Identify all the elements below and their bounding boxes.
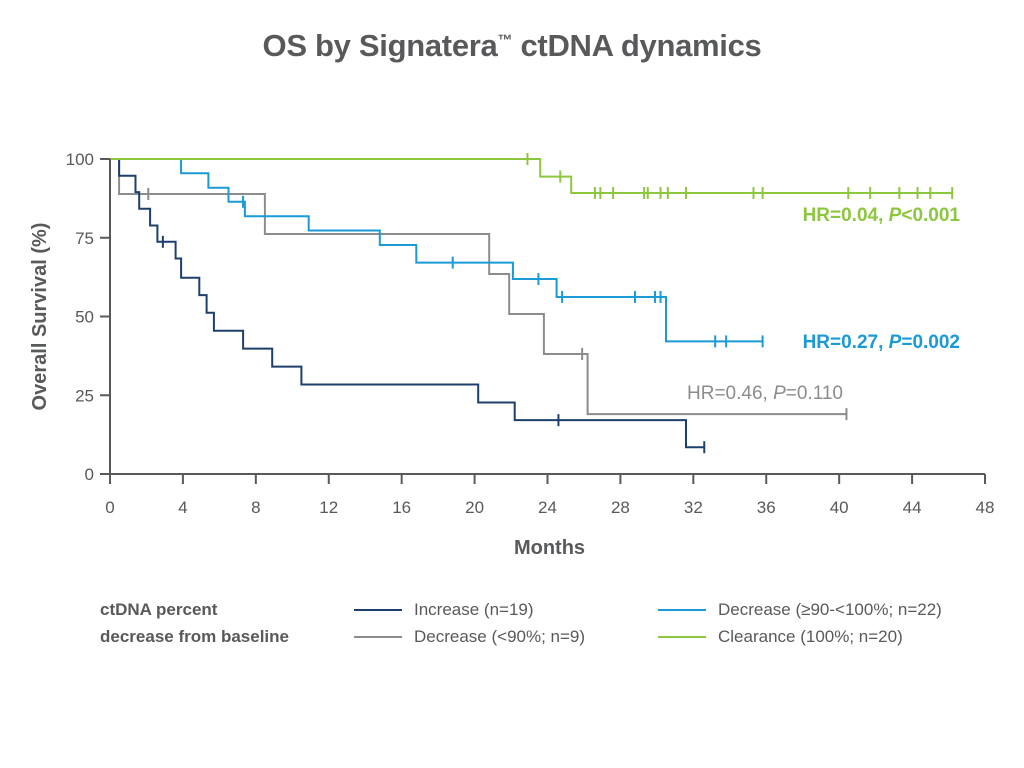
legend-title-line-2: decrease from baseline [100,627,289,646]
x-tick-label: 44 [903,498,922,517]
y-tick-label: 0 [85,465,94,484]
trademark-mark: ™ [497,32,513,49]
hr-label-decrease-lt90: HR=0.46, P=0.110 [687,383,843,404]
y-tick-label: 100 [66,150,94,169]
legend-title: ctDNA percent decrease from baseline [100,596,289,650]
annotations: HR=0.04, P<0.001 HR=0.27, P=0.002 HR=0.46,… [687,205,960,404]
legend-swatch-decrease-lt90 [354,636,402,638]
legend-label-decrease-ge90: Decrease (≥90-<100%; n=22) [718,600,942,619]
x-tick-label: 24 [538,498,557,517]
y-tick-label: 50 [75,308,94,327]
y-tick-label: 25 [75,386,94,405]
x-tick-label: 36 [757,498,776,517]
plot-lines [110,153,954,454]
x-axis-label: Months [514,537,585,559]
hr-label-clearance: HR=0.04, P<0.001 [803,205,961,226]
series-line-decrease-ge90 [110,158,763,343]
x-tick-label: 32 [684,498,703,517]
y-axis-label: Overall Survival (%) [29,223,51,411]
hr-label-decrease-ge90: HR=0.27, P=0.002 [803,332,960,353]
legend-title-line-1: ctDNA percent [100,600,218,619]
x-tick-label: 28 [611,498,630,517]
x-tick-label: 0 [105,498,114,517]
x-tick-label: 16 [392,498,411,517]
legend-swatch-clearance [658,636,706,638]
x-tick-label: 40 [830,498,849,517]
x-tick-label: 48 [976,498,995,517]
x-tick-label: 4 [178,498,187,517]
series-line-decrease-lt90 [110,158,847,416]
x-tick-label: 12 [319,498,338,517]
legend-swatch-decrease-ge90 [658,609,706,611]
y-tick-label: 75 [75,229,94,248]
x-tick-label: 20 [465,498,484,517]
legend-label-decrease-lt90: Decrease (<90%; n=9) [414,627,586,646]
series-line-increase [110,158,705,449]
legend-swatch-increase [354,609,402,611]
x-tick-label: 8 [251,498,260,517]
legend-label-increase: Increase (n=19) [414,600,534,619]
chart-title: OS by Signatera™ ctDNA dynamics [262,28,762,63]
series-line-clearance [110,158,953,194]
legend-label-clearance: Clearance (100%; n=20) [718,627,903,646]
